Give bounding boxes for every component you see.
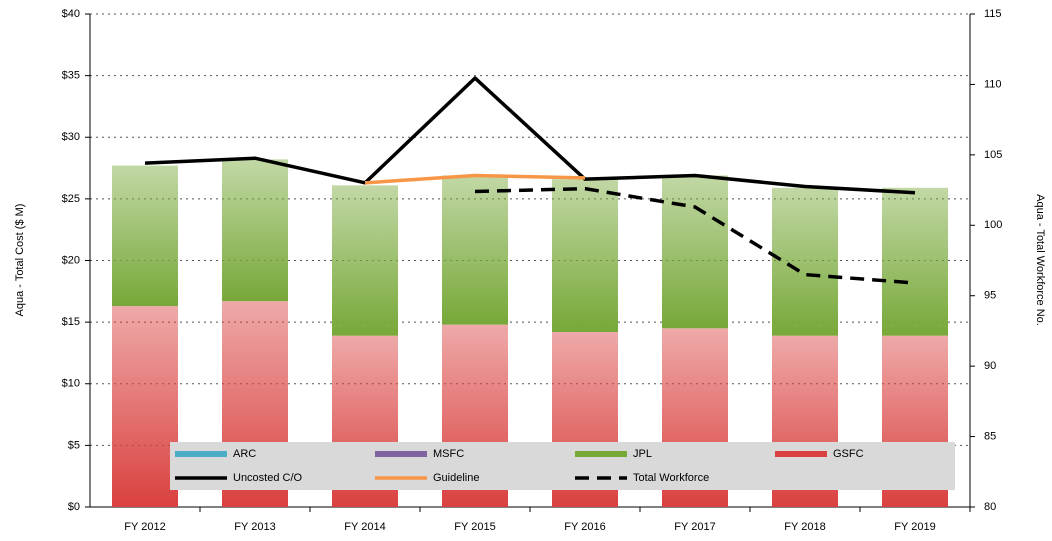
x-tick-label: FY 2014 <box>344 521 385 533</box>
bar-segment <box>222 159 288 302</box>
y2-tick-label: 110 <box>984 78 1002 90</box>
bar-segment <box>552 179 618 332</box>
bar-segment <box>112 165 178 307</box>
y-tick-label: $10 <box>62 378 80 390</box>
y-tick-label: $40 <box>62 8 80 20</box>
y2-tick-label: 80 <box>984 501 996 513</box>
bar-segment <box>772 187 838 336</box>
legend-label: GSFC <box>833 448 864 460</box>
y2-tick-label: 85 <box>984 430 996 442</box>
y-axis-title: Aqua - Total Cost ($ M) <box>14 204 26 317</box>
legend-label: Guideline <box>433 472 479 484</box>
y2-tick-label: 100 <box>984 219 1002 231</box>
bar-segment <box>662 175 728 329</box>
legend-box <box>170 442 955 490</box>
y-tick-label: $0 <box>68 501 80 513</box>
x-tick-label: FY 2019 <box>894 521 935 533</box>
x-tick-label: FY 2012 <box>124 521 165 533</box>
legend-swatch <box>175 451 227 457</box>
legend-label: ARC <box>233 448 256 460</box>
y2-tick-label: 115 <box>984 8 1002 20</box>
bar-segment <box>882 187 948 336</box>
y-tick-label: $35 <box>62 70 80 82</box>
legend-swatch <box>575 451 627 457</box>
y-tick-label: $25 <box>62 193 80 205</box>
y2-axis-title: Aqua - Total Workforce No. <box>1034 194 1046 326</box>
line-series <box>364 173 586 185</box>
bar-segment <box>332 185 398 336</box>
legend-swatch <box>775 451 827 457</box>
y-tick-label: $5 <box>68 439 80 451</box>
legend-swatch <box>375 451 427 457</box>
bar-segment <box>442 175 508 325</box>
bar-segment <box>112 306 178 507</box>
y-tick-label: $15 <box>62 316 80 328</box>
line-series <box>144 76 916 195</box>
x-tick-label: FY 2017 <box>674 521 715 533</box>
x-tick-label: FY 2016 <box>564 521 605 533</box>
x-tick-label: FY 2015 <box>454 521 495 533</box>
y2-tick-label: 105 <box>984 149 1002 161</box>
legend-label: Total Workforce <box>633 472 709 484</box>
x-tick-label: FY 2018 <box>784 521 825 533</box>
x-tick-label: FY 2013 <box>234 521 275 533</box>
y-tick-label: $30 <box>62 131 80 143</box>
legend-label: Uncosted C/O <box>233 472 303 484</box>
line-series <box>474 186 916 285</box>
y2-tick-label: 90 <box>984 360 996 372</box>
y2-tick-label: 95 <box>984 290 996 302</box>
y-tick-label: $20 <box>62 254 80 266</box>
legend-label: MSFC <box>433 448 464 460</box>
legend-label: JPL <box>633 448 652 460</box>
